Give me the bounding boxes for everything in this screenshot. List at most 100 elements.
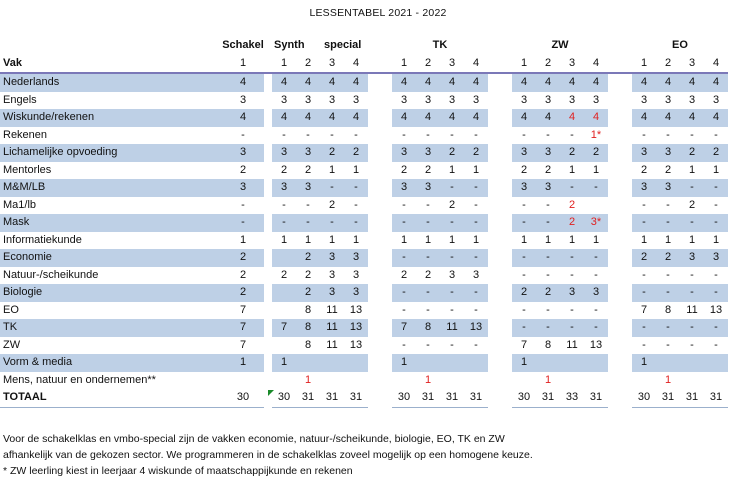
table-cell: 4 <box>464 109 488 127</box>
table-cell: - <box>416 301 440 319</box>
table-cell: 3 <box>392 91 416 109</box>
table-cell: - <box>584 249 608 267</box>
column-header-row: Vak 1 1 2 3 4 1 2 3 4 1 2 3 4 1 2 3 4 <box>0 54 728 74</box>
table-cell: - <box>512 126 536 144</box>
cell-comment-marker <box>268 390 274 396</box>
table-cell: 1 <box>704 161 728 179</box>
table-cell: 4 <box>440 109 464 127</box>
column-gap <box>264 214 272 232</box>
column-gap <box>488 266 512 284</box>
table-cell: 3 <box>344 266 368 284</box>
table-cell: - <box>560 249 584 267</box>
row-label: Nederlands <box>0 73 222 92</box>
table-cell: 3 <box>392 144 416 162</box>
row-label: EO <box>0 301 222 319</box>
column-gap <box>608 73 632 92</box>
column-gap <box>368 249 392 267</box>
table-cell: 7 <box>272 319 296 337</box>
table-cell: - <box>704 214 728 232</box>
column-gap <box>264 179 272 197</box>
table-cell: 2 <box>560 144 584 162</box>
column-gap <box>488 301 512 319</box>
column-gap <box>368 301 392 319</box>
table-cell: 33 <box>560 389 584 408</box>
table-cell: - <box>464 196 488 214</box>
column-gap <box>488 319 512 337</box>
page-title: LESSENTABEL 2021 - 2022 <box>309 7 447 19</box>
table-cell: 31 <box>464 389 488 408</box>
table-cell: 3 <box>272 91 296 109</box>
table-cell: - <box>536 249 560 267</box>
table-cell: 13 <box>584 336 608 354</box>
table-cell: 1 <box>632 54 656 74</box>
table-cell: - <box>392 126 416 144</box>
table-cell: - <box>704 319 728 337</box>
table-cell: - <box>560 266 584 284</box>
table-cell: 7 <box>392 319 416 337</box>
column-gap <box>488 214 512 232</box>
column-gap <box>608 301 632 319</box>
table-cell <box>680 371 704 389</box>
row-label: Rekenen <box>0 126 222 144</box>
table-cell: 2 <box>222 249 264 267</box>
lessentabel: Schakel Synth special TK ZW EO Vak 1 1 2 3 4 1… <box>0 37 728 408</box>
table-cell: 30 <box>512 389 536 408</box>
table-cell: - <box>584 319 608 337</box>
table-cell: 3 <box>222 144 264 162</box>
table-cell: - <box>560 126 584 144</box>
group-header-row: Schakel Synth special TK ZW EO <box>0 37 728 55</box>
column-gap <box>368 231 392 249</box>
table-cell: 2 <box>296 54 320 74</box>
table-cell: 4 <box>272 73 296 92</box>
table-cell: - <box>440 301 464 319</box>
table-cell: 3 <box>344 284 368 302</box>
column-gap <box>368 179 392 197</box>
column-gap <box>368 266 392 284</box>
group-tk: TK <box>432 39 448 52</box>
row-label: Wiskunde/rekenen <box>0 109 222 127</box>
group-special: special <box>324 39 362 52</box>
column-gap <box>264 73 272 92</box>
table-cell: 1 <box>392 354 416 372</box>
table-cell: - <box>680 179 704 197</box>
column-gap <box>264 54 272 74</box>
column-gap <box>368 144 392 162</box>
group-schakel: Schakel <box>222 39 264 52</box>
table-cell <box>344 371 368 389</box>
table-cell: 3 <box>560 54 584 74</box>
column-gap <box>608 389 632 407</box>
table-cell: 2 <box>656 249 680 267</box>
table-cell <box>440 354 464 372</box>
table-cell: - <box>512 319 536 337</box>
table-cell: 4 <box>320 73 344 92</box>
row-label: TK <box>0 319 222 337</box>
table-cell: 2 <box>272 161 296 179</box>
group-eo: EO <box>672 39 688 52</box>
table-cell: 11 <box>560 336 584 354</box>
row-label: Mentorles <box>0 161 222 179</box>
row-label: Lichamelijke opvoeding <box>0 144 222 162</box>
column-gap <box>608 91 632 109</box>
column-gap <box>608 54 632 74</box>
table-row: Nederlands 4 4 4 4 4 4 4 4 4 4 4 4 4 4 4 4 4 <box>0 73 728 92</box>
column-gap <box>264 354 272 372</box>
table-cell: 3 <box>536 179 560 197</box>
table-cell: 2 <box>392 161 416 179</box>
table-cell: - <box>584 301 608 319</box>
column-gap <box>488 336 512 354</box>
table-cell: 4 <box>440 73 464 92</box>
column-gap <box>264 126 272 144</box>
table-row: Biologie 2 2 3 3- - - -2 2 3 3- - - - <box>0 284 728 302</box>
table-cell: 2 <box>584 144 608 162</box>
column-gap <box>488 196 512 214</box>
table-cell: - <box>632 196 656 214</box>
table-cell: 1 <box>344 231 368 249</box>
table-cell: 1 <box>584 161 608 179</box>
table-cell: 31 <box>416 389 440 408</box>
table-cell: - <box>704 196 728 214</box>
table-cell: 1 <box>296 231 320 249</box>
table-cell: 4 <box>296 109 320 127</box>
column-gap <box>368 371 392 389</box>
table-cell: - <box>632 266 656 284</box>
table-cell: 3 <box>704 91 728 109</box>
